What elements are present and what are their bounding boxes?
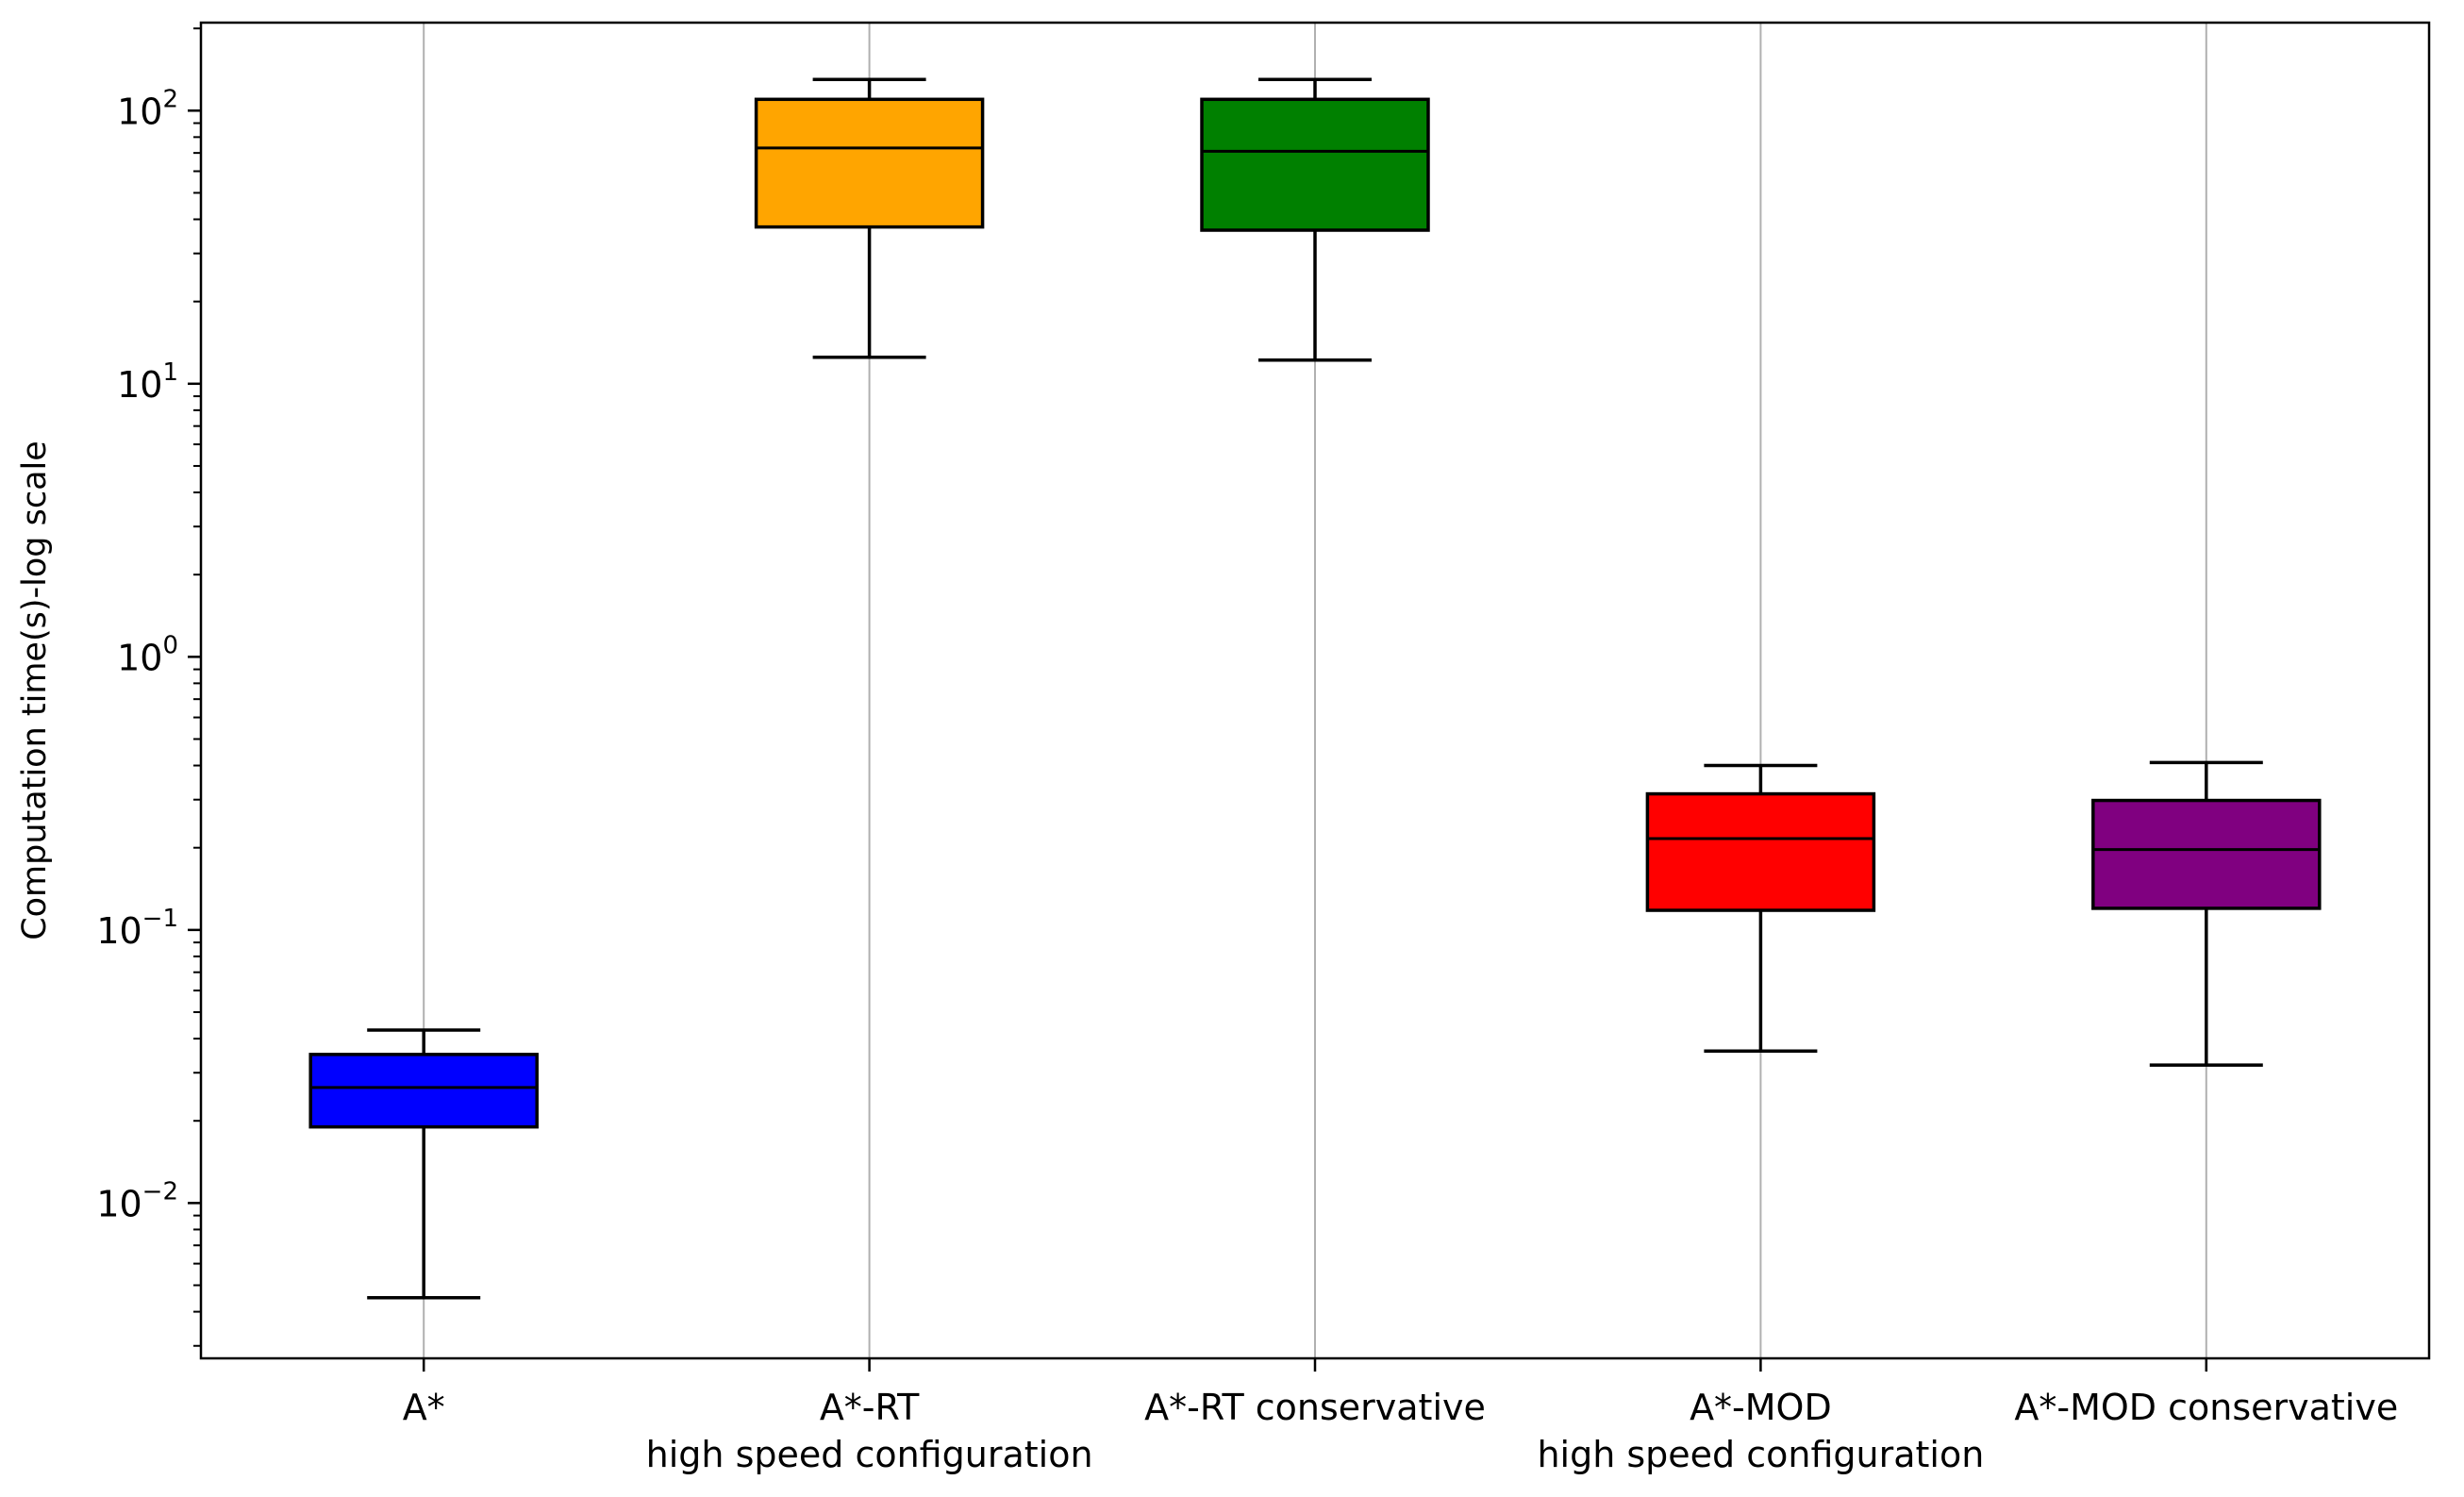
y-tick-exponent: −1 (142, 905, 178, 933)
x-tick-label: A*-RT conservative (1144, 1387, 1486, 1428)
y-tick-exponent: 1 (162, 358, 178, 387)
y-tick-base: 10 (96, 1183, 142, 1224)
iqr-box (754, 97, 985, 229)
y-tick-label: 102 (117, 85, 178, 132)
x-tick-sublabel: high speed configuration (646, 1434, 1093, 1475)
y-axis-label: Computation time(s)-log scale (16, 441, 54, 940)
y-tick-label: 10−2 (96, 1177, 178, 1224)
box-group (754, 77, 985, 359)
y-tick-exponent: 0 (162, 631, 178, 659)
box-layer (308, 77, 2322, 1300)
box-group (1645, 763, 1876, 1054)
iqr-box (1645, 791, 1876, 912)
y-tick-exponent: −2 (142, 1177, 178, 1206)
x-tick-sublabel: high speed configuration (1537, 1434, 1984, 1475)
box-group (308, 1028, 539, 1300)
y-tick-label: 100 (117, 631, 178, 678)
y-tick-label: 10−1 (96, 905, 178, 952)
x-tick-label: A*-MOD (1690, 1387, 1832, 1428)
iqr-box (308, 1053, 539, 1129)
x-tick-label: A* (403, 1387, 445, 1428)
x-axis: A* A*-RT high speed configuration A*-RT con… (403, 1358, 2398, 1475)
x-tick-label: A*-RT (820, 1387, 920, 1428)
y-tick-base: 10 (96, 910, 142, 952)
iqr-box (2091, 798, 2322, 910)
box-group (1200, 77, 1430, 362)
y-tick-base: 10 (117, 637, 162, 678)
y-tick-exponent: 2 (162, 85, 178, 113)
box-group (2091, 760, 2322, 1067)
y-tick-base: 10 (117, 364, 162, 406)
x-tick-label: A*-MOD conservative (2014, 1387, 2398, 1428)
y-tick-base: 10 (117, 91, 162, 132)
iqr-box (1200, 97, 1430, 232)
y-tick-label: 101 (117, 358, 178, 406)
